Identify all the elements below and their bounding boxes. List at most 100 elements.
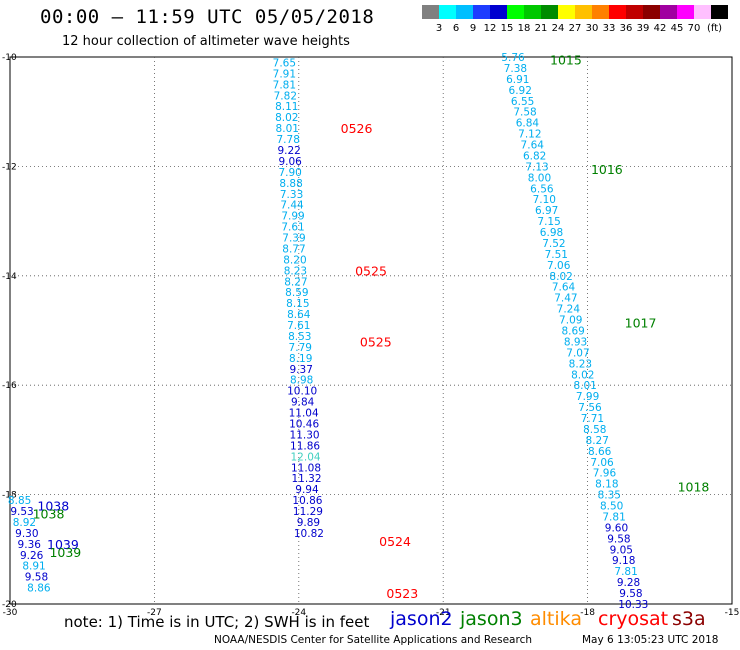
legend-label: 39	[636, 23, 650, 34]
data-point-label: 9.30	[15, 528, 38, 540]
data-point-label: 8.64	[287, 309, 311, 321]
data-point-label: 8.86	[27, 583, 51, 595]
sat-label-altika: altika	[530, 608, 582, 630]
data-point-label: 6.97	[535, 205, 558, 217]
color-legend: (ft) 3 6 9 12 15 18 21 24 27 30 33 36 39 42 45 70	[422, 5, 732, 39]
data-point-label: 7.81	[602, 511, 625, 523]
data-point-label: 7.38	[504, 63, 527, 75]
legend-swatch	[473, 5, 490, 19]
data-point-label: 7.91	[273, 68, 296, 80]
footer-note: note: 1) Time is in UTC; 2) SWH is in fe…	[64, 613, 370, 631]
plot-frame	[9, 56, 733, 605]
legend-label: 18	[517, 23, 531, 34]
data-point-label: 6.84	[516, 118, 540, 130]
data-point-label: 6.91	[506, 74, 529, 86]
legend-label: 30	[585, 23, 599, 34]
legend-swatch	[575, 5, 592, 19]
data-point-label: 6.98	[540, 227, 563, 239]
legend-label: 33	[602, 23, 616, 34]
data-point-label: 8.50	[600, 501, 623, 513]
data-point-label: 7.64	[521, 140, 545, 152]
data-point-label: 7.99	[576, 391, 599, 403]
data-point-label: 7.56	[578, 402, 602, 414]
data-point-label: 9.53	[10, 506, 33, 518]
legend-label: 6	[452, 23, 460, 34]
data-point-label: 7.06	[547, 260, 571, 272]
data-point-label: 8.23	[569, 358, 592, 370]
sat-label-jason3: jason3	[460, 608, 523, 630]
legend-swatch	[711, 5, 728, 19]
data-point-label: 8.23	[284, 265, 307, 277]
data-point-label: 5.76	[501, 52, 525, 64]
data-point-label: 7.07	[566, 347, 589, 359]
data-point-label: 8.18	[595, 479, 618, 491]
legend-swatch	[490, 5, 507, 19]
sat-label-s3a: s3a	[672, 608, 706, 630]
legend-label: 12	[483, 23, 497, 34]
data-point-label: 10.10	[287, 386, 317, 398]
data-point-label: 7.39	[282, 233, 305, 245]
data-point-label: 8.15	[286, 298, 309, 310]
page-title: 00:00 – 11:59 UTC 05/05/2018	[40, 6, 375, 28]
pass-time-label: 0526	[341, 121, 373, 136]
data-point-label: 7.15	[537, 216, 560, 228]
x-tick-label: -30	[3, 608, 18, 618]
data-point-label: 10.82	[294, 528, 324, 540]
data-point-label: 7.44	[280, 200, 304, 212]
sat-label-jason2: jason2	[390, 608, 453, 630]
data-point-label: 8.02	[275, 112, 298, 124]
data-point-label: 7.12	[518, 129, 541, 141]
data-point-label: 8.20	[283, 254, 306, 266]
legend-swatch	[524, 5, 541, 19]
data-point-label: 7.79	[289, 342, 312, 354]
legend-swatch	[456, 5, 473, 19]
data-point-label: 7.13	[525, 161, 548, 173]
pass-time-label: 1039	[49, 545, 81, 560]
legend-label: 70	[687, 23, 701, 34]
data-point-label: 7.81	[614, 566, 637, 578]
x-tick-label: -15	[725, 608, 740, 618]
data-point-label: 8.77	[282, 243, 305, 255]
data-point-label: 6.55	[511, 96, 534, 108]
data-point-label: 8.01	[276, 123, 299, 135]
data-point-label: 7.82	[274, 90, 297, 102]
data-point-label: 9.05	[610, 544, 633, 556]
legend-swatch	[592, 5, 609, 19]
data-point-label: 11.30	[290, 429, 320, 441]
data-point-label: 8.69	[561, 326, 584, 338]
legend-swatch	[660, 5, 677, 19]
legend-swatch	[626, 5, 643, 19]
data-point-label: 7.71	[581, 413, 604, 425]
data-point-label: 9.94	[295, 484, 319, 496]
y-tick-label: -18	[2, 491, 17, 501]
data-point-label: 9.84	[291, 397, 315, 409]
data-point-label: 9.06	[278, 156, 302, 168]
data-point-label: 7.33	[280, 189, 303, 201]
sat-label-cryosat: cryosat	[598, 608, 669, 630]
data-point-label: 7.99	[281, 211, 304, 223]
data-point-label: 11.32	[291, 473, 321, 485]
data-point-label: 9.58	[607, 533, 630, 545]
data-point-label: 7.64	[552, 282, 576, 294]
pass-time-label: 1017	[625, 315, 657, 330]
legend-label: 36	[619, 23, 633, 34]
legend-label: 3	[435, 23, 443, 34]
y-tick-label: -12	[2, 162, 17, 172]
data-point-label: 7.65	[273, 57, 296, 69]
pass-time-label: 1018	[678, 479, 710, 494]
data-point-label: 6.92	[509, 85, 532, 97]
data-point-label: 9.58	[619, 588, 642, 600]
data-point-label: 8.27	[284, 276, 307, 288]
data-point-label: 11.86	[290, 440, 320, 452]
data-point-label: 9.26	[20, 550, 44, 562]
data-point-label: 7.06	[590, 457, 614, 469]
data-point-label: 9.28	[617, 577, 640, 589]
data-point-label: 7.78	[277, 134, 300, 146]
data-point-label: 8.19	[289, 353, 312, 365]
data-point-label: 7.47	[554, 293, 577, 305]
data-point-label: 12.04	[291, 451, 321, 463]
x-tick-label: -24	[291, 608, 306, 618]
x-tick-label: -18	[580, 608, 595, 618]
